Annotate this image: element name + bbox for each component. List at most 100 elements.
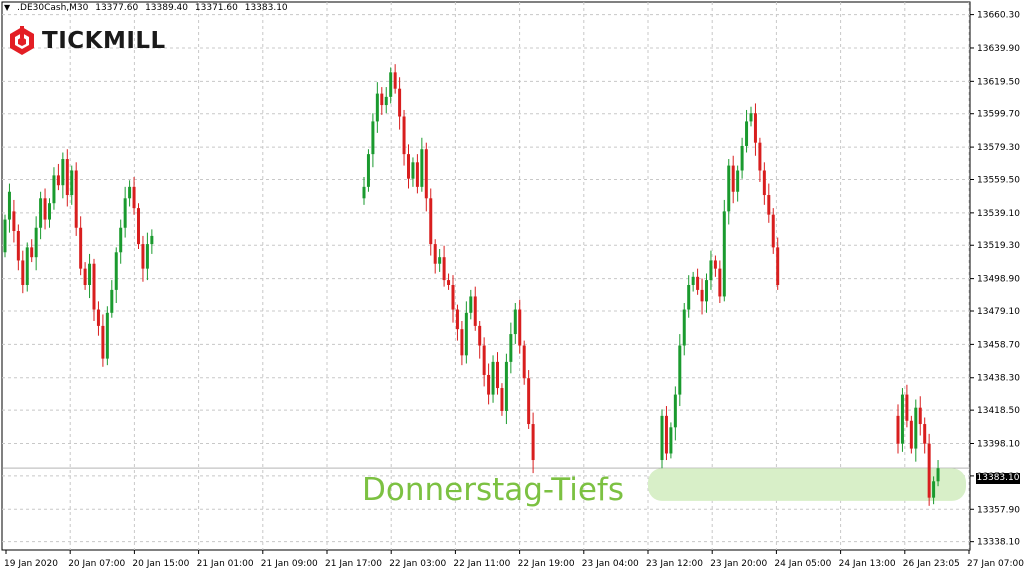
candle-body — [114, 252, 118, 290]
candle-body — [25, 247, 29, 285]
candle-body — [727, 165, 731, 212]
candle-body — [758, 142, 762, 171]
candle-body — [500, 388, 504, 411]
y-tick-label: 13357.90 — [977, 505, 1020, 515]
candle-body — [473, 296, 477, 326]
y-tick-label: 13338.10 — [977, 538, 1020, 548]
candle-body — [92, 263, 96, 310]
candle-body — [132, 186, 136, 209]
candle-body — [696, 276, 700, 290]
candle-body — [420, 149, 424, 187]
candle-body — [12, 211, 16, 232]
candle-body — [660, 415, 664, 461]
candle-body — [398, 88, 402, 117]
candle-body — [34, 227, 38, 258]
candle-body — [909, 420, 913, 449]
candle-body — [43, 198, 47, 220]
candle-body — [83, 268, 87, 285]
candle-body — [682, 309, 686, 346]
candle-body — [513, 309, 517, 335]
candle-body — [936, 468, 940, 482]
candle-body — [3, 219, 7, 253]
y-tick-label: 13479.10 — [977, 307, 1020, 317]
candle-body — [531, 424, 535, 461]
x-tick-label: 26 Jan 23:05 — [903, 559, 960, 569]
candle-body — [745, 121, 749, 146]
x-tick-label: 22 Jan 03:00 — [389, 559, 446, 569]
candles — [3, 64, 940, 506]
candle-body — [442, 257, 446, 281]
candle-body — [137, 208, 140, 245]
candle-body — [509, 334, 513, 362]
x-tick-label: 22 Jan 11:00 — [453, 559, 510, 569]
y-tick-label: 13519.30 — [977, 241, 1020, 251]
logo-text: TICKMILL — [42, 28, 166, 54]
plot-border — [1, 1, 971, 551]
candle-body — [96, 309, 100, 326]
tickmill-logo: TICKMILL — [8, 26, 166, 56]
candle-body — [722, 211, 726, 297]
y-tick-label: 13418.50 — [977, 406, 1020, 416]
support-zone — [648, 468, 966, 501]
candle-body — [393, 72, 397, 89]
y-tick-label: 13398.10 — [977, 440, 1020, 450]
candle-body — [30, 247, 34, 258]
y-tick-label: 13599.70 — [977, 110, 1020, 120]
candle-body — [705, 280, 708, 302]
x-tick-label: 21 Jan 17:00 — [325, 559, 382, 569]
candle-body — [74, 170, 78, 228]
tickmill-logo-icon — [10, 26, 34, 55]
x-tick-label: 23 Jan 12:00 — [646, 559, 703, 569]
candle-body — [7, 191, 11, 220]
y-tick-label: 13660.30 — [977, 11, 1020, 21]
candle-body — [384, 96, 388, 106]
candle-body — [464, 312, 468, 356]
y-tick-label: 13579.30 — [977, 143, 1020, 153]
candle-body — [460, 329, 464, 356]
candle-body — [39, 198, 43, 228]
candle-body — [740, 145, 744, 171]
candle-body — [21, 260, 25, 285]
candle-body — [79, 227, 83, 269]
candle-body — [128, 186, 132, 199]
y-tick-label: 13498.90 — [977, 275, 1020, 285]
candle-body — [48, 203, 51, 220]
candle-body — [731, 165, 735, 192]
candle-body — [496, 361, 499, 389]
x-tick-label: 19 Jan 2020 — [4, 559, 58, 569]
candle-body — [438, 257, 442, 264]
candle-body — [415, 162, 419, 187]
candle-body — [709, 260, 713, 281]
candle-body — [762, 170, 766, 196]
candle-body — [61, 159, 65, 186]
x-tick-label: 20 Jan 07:00 — [68, 559, 125, 569]
candle-body — [900, 394, 904, 444]
candle-body — [482, 345, 486, 375]
candle-body — [411, 162, 415, 179]
candle-body — [424, 149, 428, 199]
x-tick-label: 27 Jan 07:00 — [967, 559, 1024, 569]
candle-body — [145, 244, 149, 269]
dropdown-triangle-icon[interactable]: ▼ — [4, 3, 11, 12]
candle-body — [101, 325, 105, 359]
candle-body — [451, 284, 455, 310]
candle-body — [718, 268, 722, 297]
x-tick-label: 20 Jan 15:00 — [132, 559, 189, 569]
candle-body — [691, 276, 695, 285]
x-tick-label: 24 Jan 13:00 — [839, 559, 896, 569]
candle-body — [56, 175, 60, 186]
candle-body — [678, 345, 682, 395]
candle-body — [371, 121, 375, 155]
y-tick-label: 13458.70 — [977, 340, 1020, 350]
candle-body — [366, 154, 370, 187]
open-price: 13377.60 — [95, 3, 139, 13]
candle-body — [522, 345, 526, 379]
candle-body — [433, 244, 437, 264]
candle-body — [518, 309, 522, 346]
candle-body — [767, 195, 771, 215]
symbol-info-bar[interactable]: ▼ .DE30Cash,M30 13377.60 13389.40 13371.6… — [4, 3, 288, 13]
symbol-name: .DE30Cash,M30 — [17, 3, 89, 13]
candle-body — [736, 170, 740, 192]
candle-body — [918, 407, 922, 425]
